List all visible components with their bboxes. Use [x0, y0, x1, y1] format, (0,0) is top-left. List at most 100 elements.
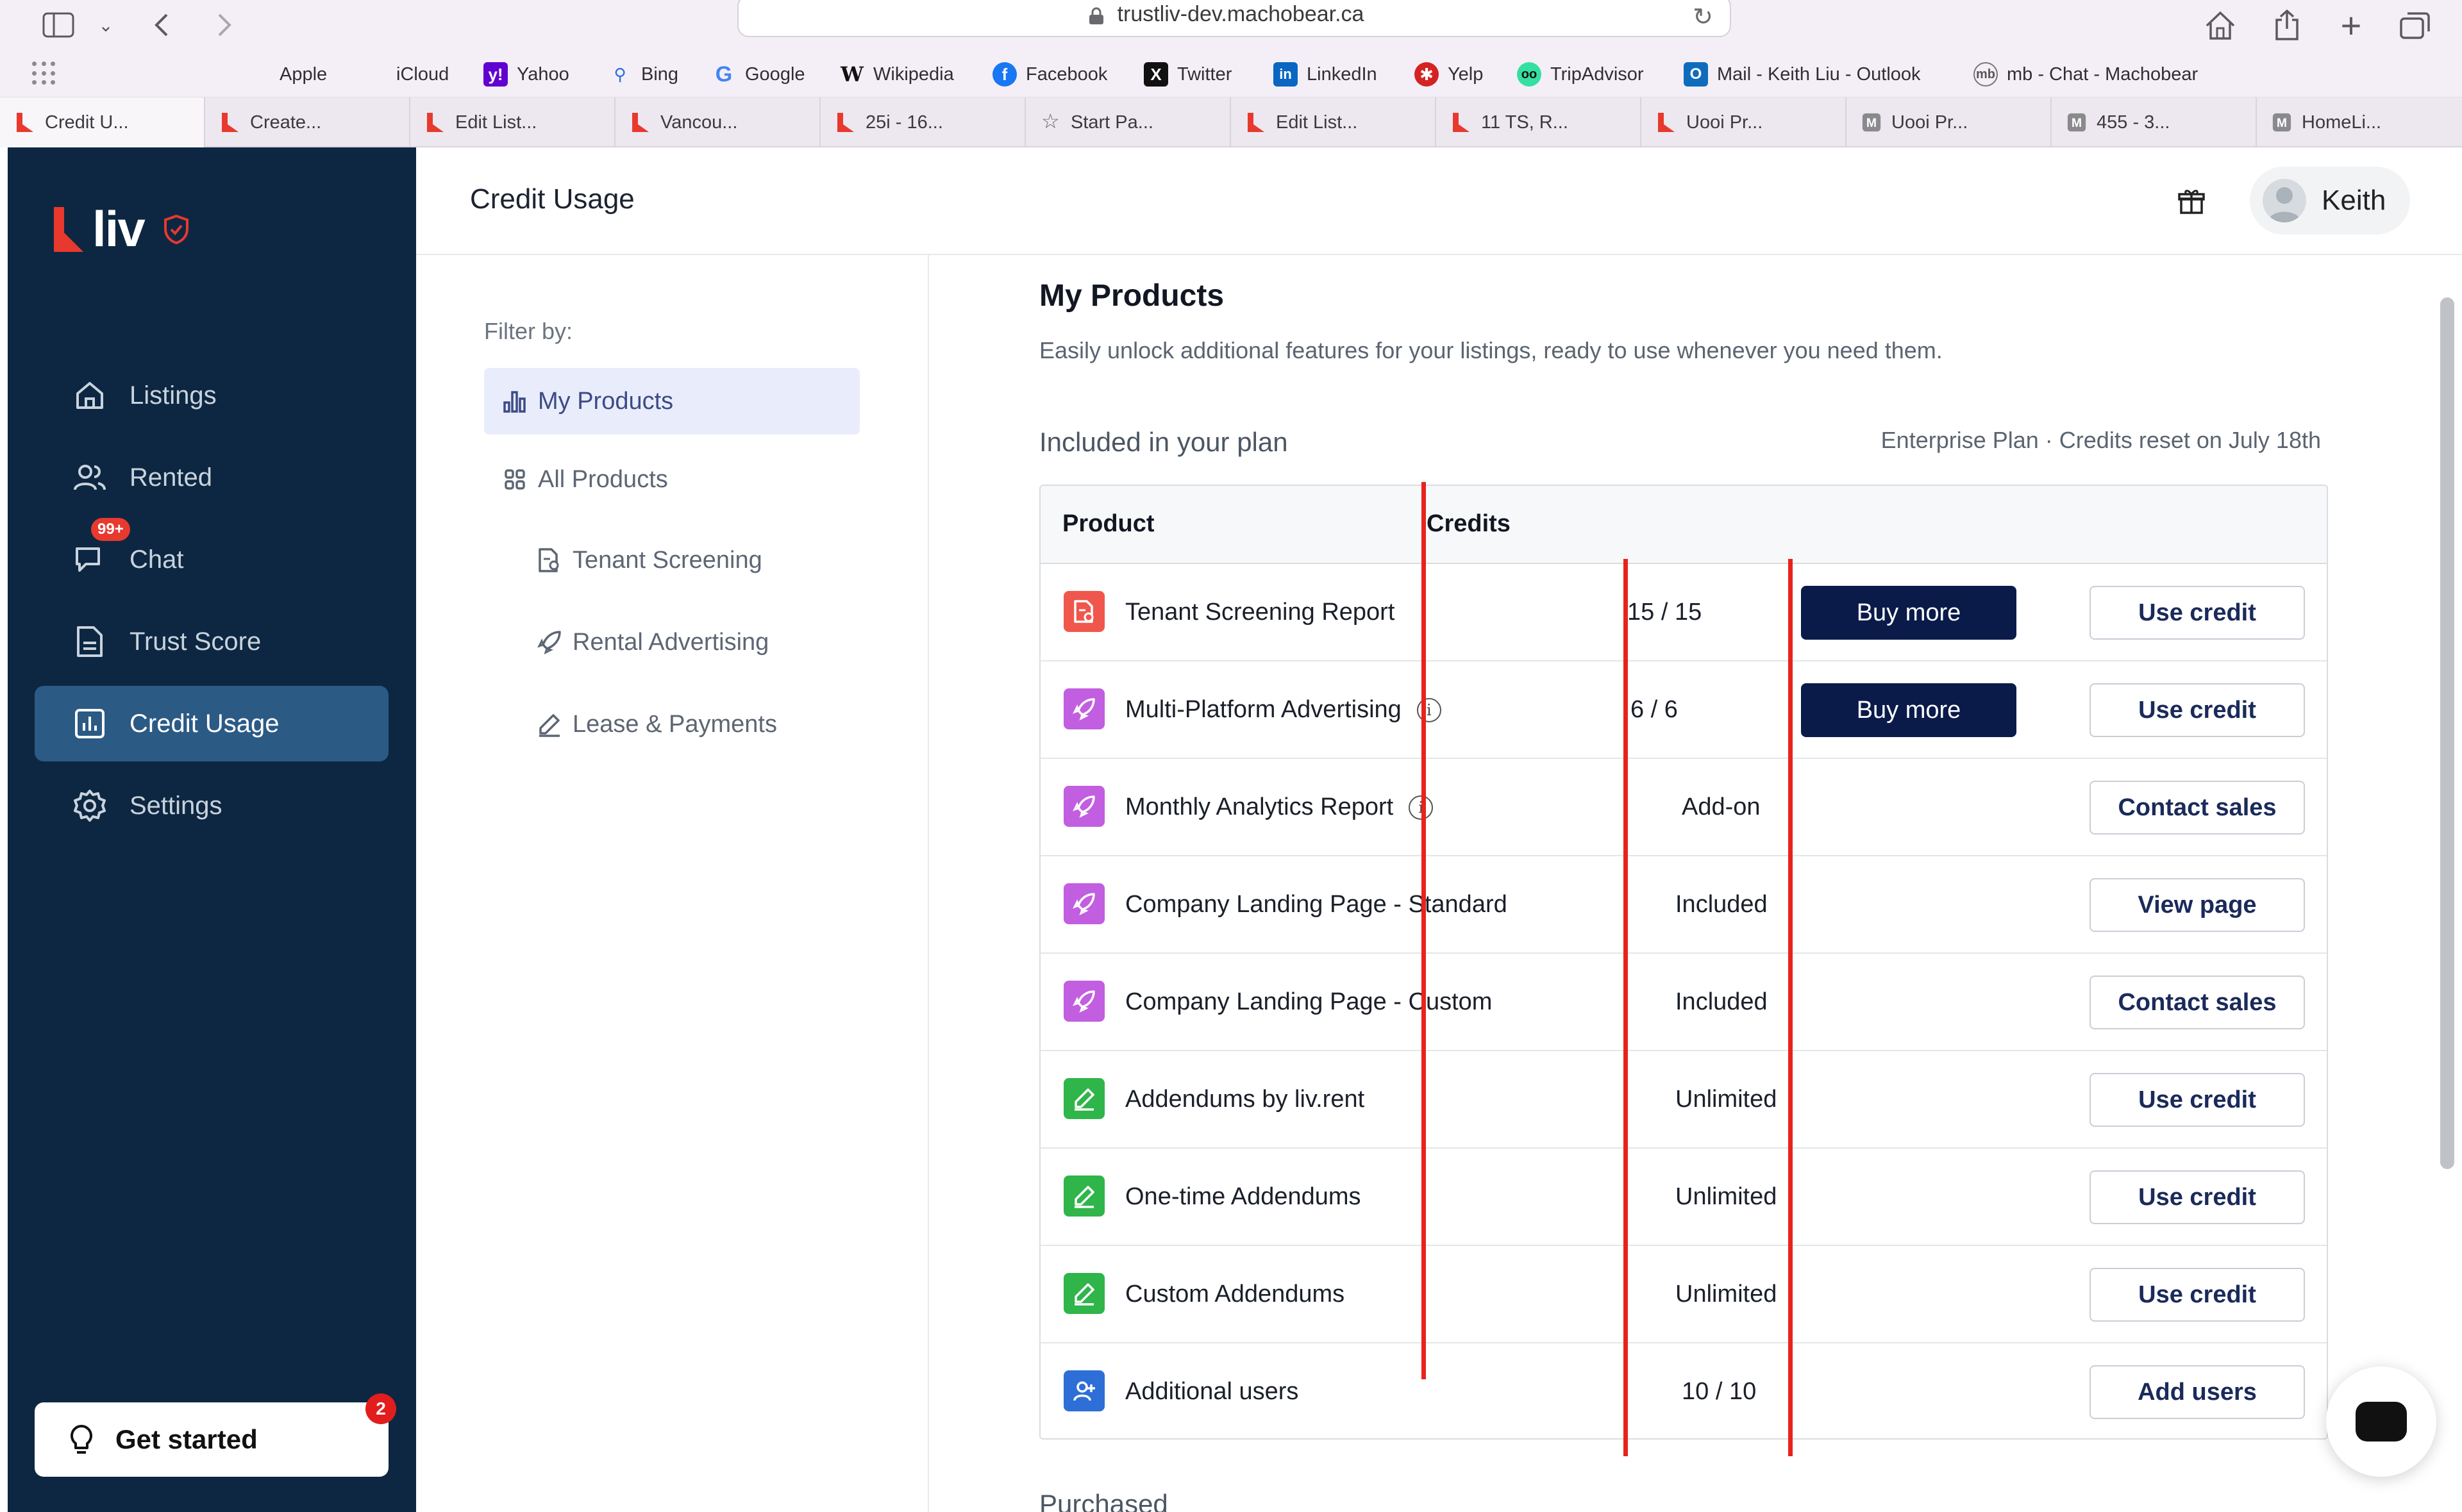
- sidebar-item-credit-usage[interactable]: Credit Usage: [35, 686, 389, 761]
- browser-tab[interactable]: ☆ Start Pa...: [1026, 97, 1231, 147]
- tab-overview-icon[interactable]: [2398, 9, 2433, 41]
- favorite-icloud[interactable]: iCloud: [363, 60, 449, 88]
- favorite-linkedin[interactable]: in LinkedIn: [1273, 60, 1377, 88]
- browser-tab[interactable]: 11 TS, R...: [1436, 97, 1641, 147]
- filter-label: Filter by:: [484, 318, 573, 344]
- row-action-button[interactable]: Use credit: [2089, 683, 2305, 737]
- favorite-twitter[interactable]: X Twitter: [1144, 60, 1232, 88]
- section-title: My Products: [1039, 279, 1225, 313]
- credit-value: Included: [1675, 988, 1768, 1015]
- sidebar-item-chat[interactable]: 99+ Chat: [35, 518, 389, 597]
- credit-value: Unlimited: [1675, 1281, 1777, 1308]
- favorite-yahoo[interactable]: y! Yahoo: [483, 60, 569, 88]
- product-name-text: Addendums by liv.rent: [1125, 1086, 1365, 1113]
- info-icon[interactable]: i: [1409, 795, 1434, 820]
- main-content: My Products Easily unlock additional fea…: [929, 255, 2462, 1512]
- favorite-apple[interactable]: Apple: [246, 60, 327, 88]
- reload-icon[interactable]: ↻: [1693, 4, 1713, 31]
- forward-icon[interactable]: [212, 9, 237, 41]
- get-started-button[interactable]: Get started 2: [35, 1393, 396, 1477]
- browser-tab[interactable]: M HomeLi...: [2257, 97, 2462, 147]
- sidebar-item-trust-score[interactable]: Trust Score: [35, 604, 389, 679]
- buy-more-button[interactable]: Buy more: [1801, 586, 2016, 640]
- machobear-icon: mb: [1973, 62, 1998, 87]
- user-menu[interactable]: Keith: [2250, 167, 2410, 235]
- favorite-google[interactable]: G Google: [712, 60, 805, 88]
- favorite-machobear[interactable]: mb mb - Chat - Machobear: [1973, 60, 2198, 88]
- favorite-bing[interactable]: ⚲ Bing: [608, 60, 678, 88]
- chevron-down-icon[interactable]: ⌄: [98, 15, 113, 35]
- filter-my-products[interactable]: My Products: [484, 368, 860, 435]
- address-bar[interactable]: trustliv-dev.machobear.ca ↻: [737, 0, 1731, 37]
- chat-widget-button[interactable]: [2326, 1367, 2436, 1477]
- browser-tab[interactable]: 25i - 16...: [821, 97, 1026, 147]
- gift-icon[interactable]: [2177, 187, 2206, 215]
- buy-more-button[interactable]: Buy more: [1801, 683, 2016, 737]
- sidebar-item-rented[interactable]: Rented: [35, 440, 389, 515]
- pencil-icon: [535, 710, 564, 738]
- favorite-yelp[interactable]: ✱ Yelp: [1414, 60, 1483, 88]
- apps-grid-icon[interactable]: [32, 62, 56, 86]
- liv-favicon-icon: [632, 113, 649, 132]
- filter-panel: Filter by: My Products All Products Tena…: [416, 255, 929, 1512]
- browser-tab[interactable]: M Uooi Pr...: [1846, 97, 2052, 147]
- annotation-line: [1623, 559, 1628, 1456]
- page-header: Credit Usage Keith: [416, 147, 2462, 255]
- users-icon: [72, 460, 108, 495]
- sidebar-toggle-icon[interactable]: [41, 9, 76, 41]
- row-action-button[interactable]: Add users: [2089, 1365, 2305, 1419]
- sidebar-item-label: Rented: [130, 463, 212, 492]
- product-name-text: Tenant Screening Report: [1125, 599, 1395, 626]
- filter-lease-payments[interactable]: Lease & Payments: [484, 691, 860, 758]
- sidebar-item-listings[interactable]: Listings: [35, 358, 389, 433]
- row-action-button[interactable]: Use credit: [2089, 1268, 2305, 1322]
- filter-item-label: Tenant Screening: [573, 546, 762, 574]
- sidebar-item-settings[interactable]: Settings: [35, 768, 389, 843]
- browser-tab[interactable]: M 455 - 3...: [2052, 97, 2257, 147]
- rocket-icon: [1064, 786, 1105, 827]
- new-tab-icon[interactable]: +: [2340, 4, 2362, 46]
- browser-tab[interactable]: Uooi Pr...: [1641, 97, 1846, 147]
- liv-favicon-icon: [222, 113, 239, 132]
- row-action-button[interactable]: Use credit: [2089, 1170, 2305, 1224]
- table-row: Custom Addendums Unlimited Use credit: [1041, 1246, 2327, 1343]
- avatar: [2263, 179, 2306, 222]
- credit-value: Unlimited: [1675, 1086, 1777, 1113]
- scrollbar[interactable]: [2440, 297, 2454, 1169]
- rocket-icon: [1064, 981, 1105, 1022]
- browser-tab[interactable]: Edit List...: [410, 97, 616, 147]
- info-icon[interactable]: i: [1416, 697, 1441, 722]
- liv-favicon-icon: [1248, 113, 1264, 132]
- favorite-facebook[interactable]: f Facebook: [992, 60, 1107, 88]
- product-name-text: Monthly Analytics Report: [1125, 793, 1394, 820]
- filter-item-label: Lease & Payments: [573, 710, 777, 738]
- row-action-button[interactable]: Contact sales: [2089, 781, 2305, 835]
- table-header: Product Credits: [1041, 486, 2327, 564]
- row-action-button[interactable]: View page: [2089, 878, 2305, 932]
- browser-tab[interactable]: Edit List...: [1231, 97, 1436, 147]
- liv-favicon-icon: [17, 113, 33, 132]
- browser-tab[interactable]: Credit U...: [0, 97, 205, 147]
- liv-logo[interactable]: liv: [54, 200, 189, 258]
- table-row: One-time Addendums Unlimited Use credit: [1041, 1149, 2327, 1246]
- filter-tenant-screening[interactable]: Tenant Screening: [484, 527, 860, 594]
- favorite-outlook[interactable]: O Mail - Keith Liu - Outlook: [1684, 60, 1921, 88]
- browser-tab[interactable]: Create...: [205, 97, 410, 147]
- grid-icon: [501, 465, 529, 494]
- home-icon[interactable]: [2203, 9, 2238, 41]
- favorite-wikipedia[interactable]: W Wikipedia: [841, 62, 954, 87]
- tripadvisor-icon: oo: [1517, 62, 1541, 87]
- row-action-button[interactable]: Use credit: [2089, 1073, 2305, 1127]
- product-name: Monthly Analytics Report i: [1125, 793, 1434, 821]
- bar-chart-icon: [501, 387, 529, 415]
- lightbulb-icon: [71, 1425, 92, 1454]
- favorite-tripadvisor[interactable]: oo TripAdvisor: [1517, 60, 1644, 88]
- filter-all-products[interactable]: All Products: [484, 446, 860, 513]
- gear-icon: [72, 788, 108, 824]
- filter-rental-advertising[interactable]: Rental Advertising: [484, 609, 860, 676]
- back-icon[interactable]: [149, 9, 174, 41]
- row-action-button[interactable]: Use credit: [2089, 586, 2305, 640]
- share-icon[interactable]: [2271, 9, 2303, 41]
- browser-tab[interactable]: Vancou...: [616, 97, 821, 147]
- row-action-button[interactable]: Contact sales: [2089, 976, 2305, 1029]
